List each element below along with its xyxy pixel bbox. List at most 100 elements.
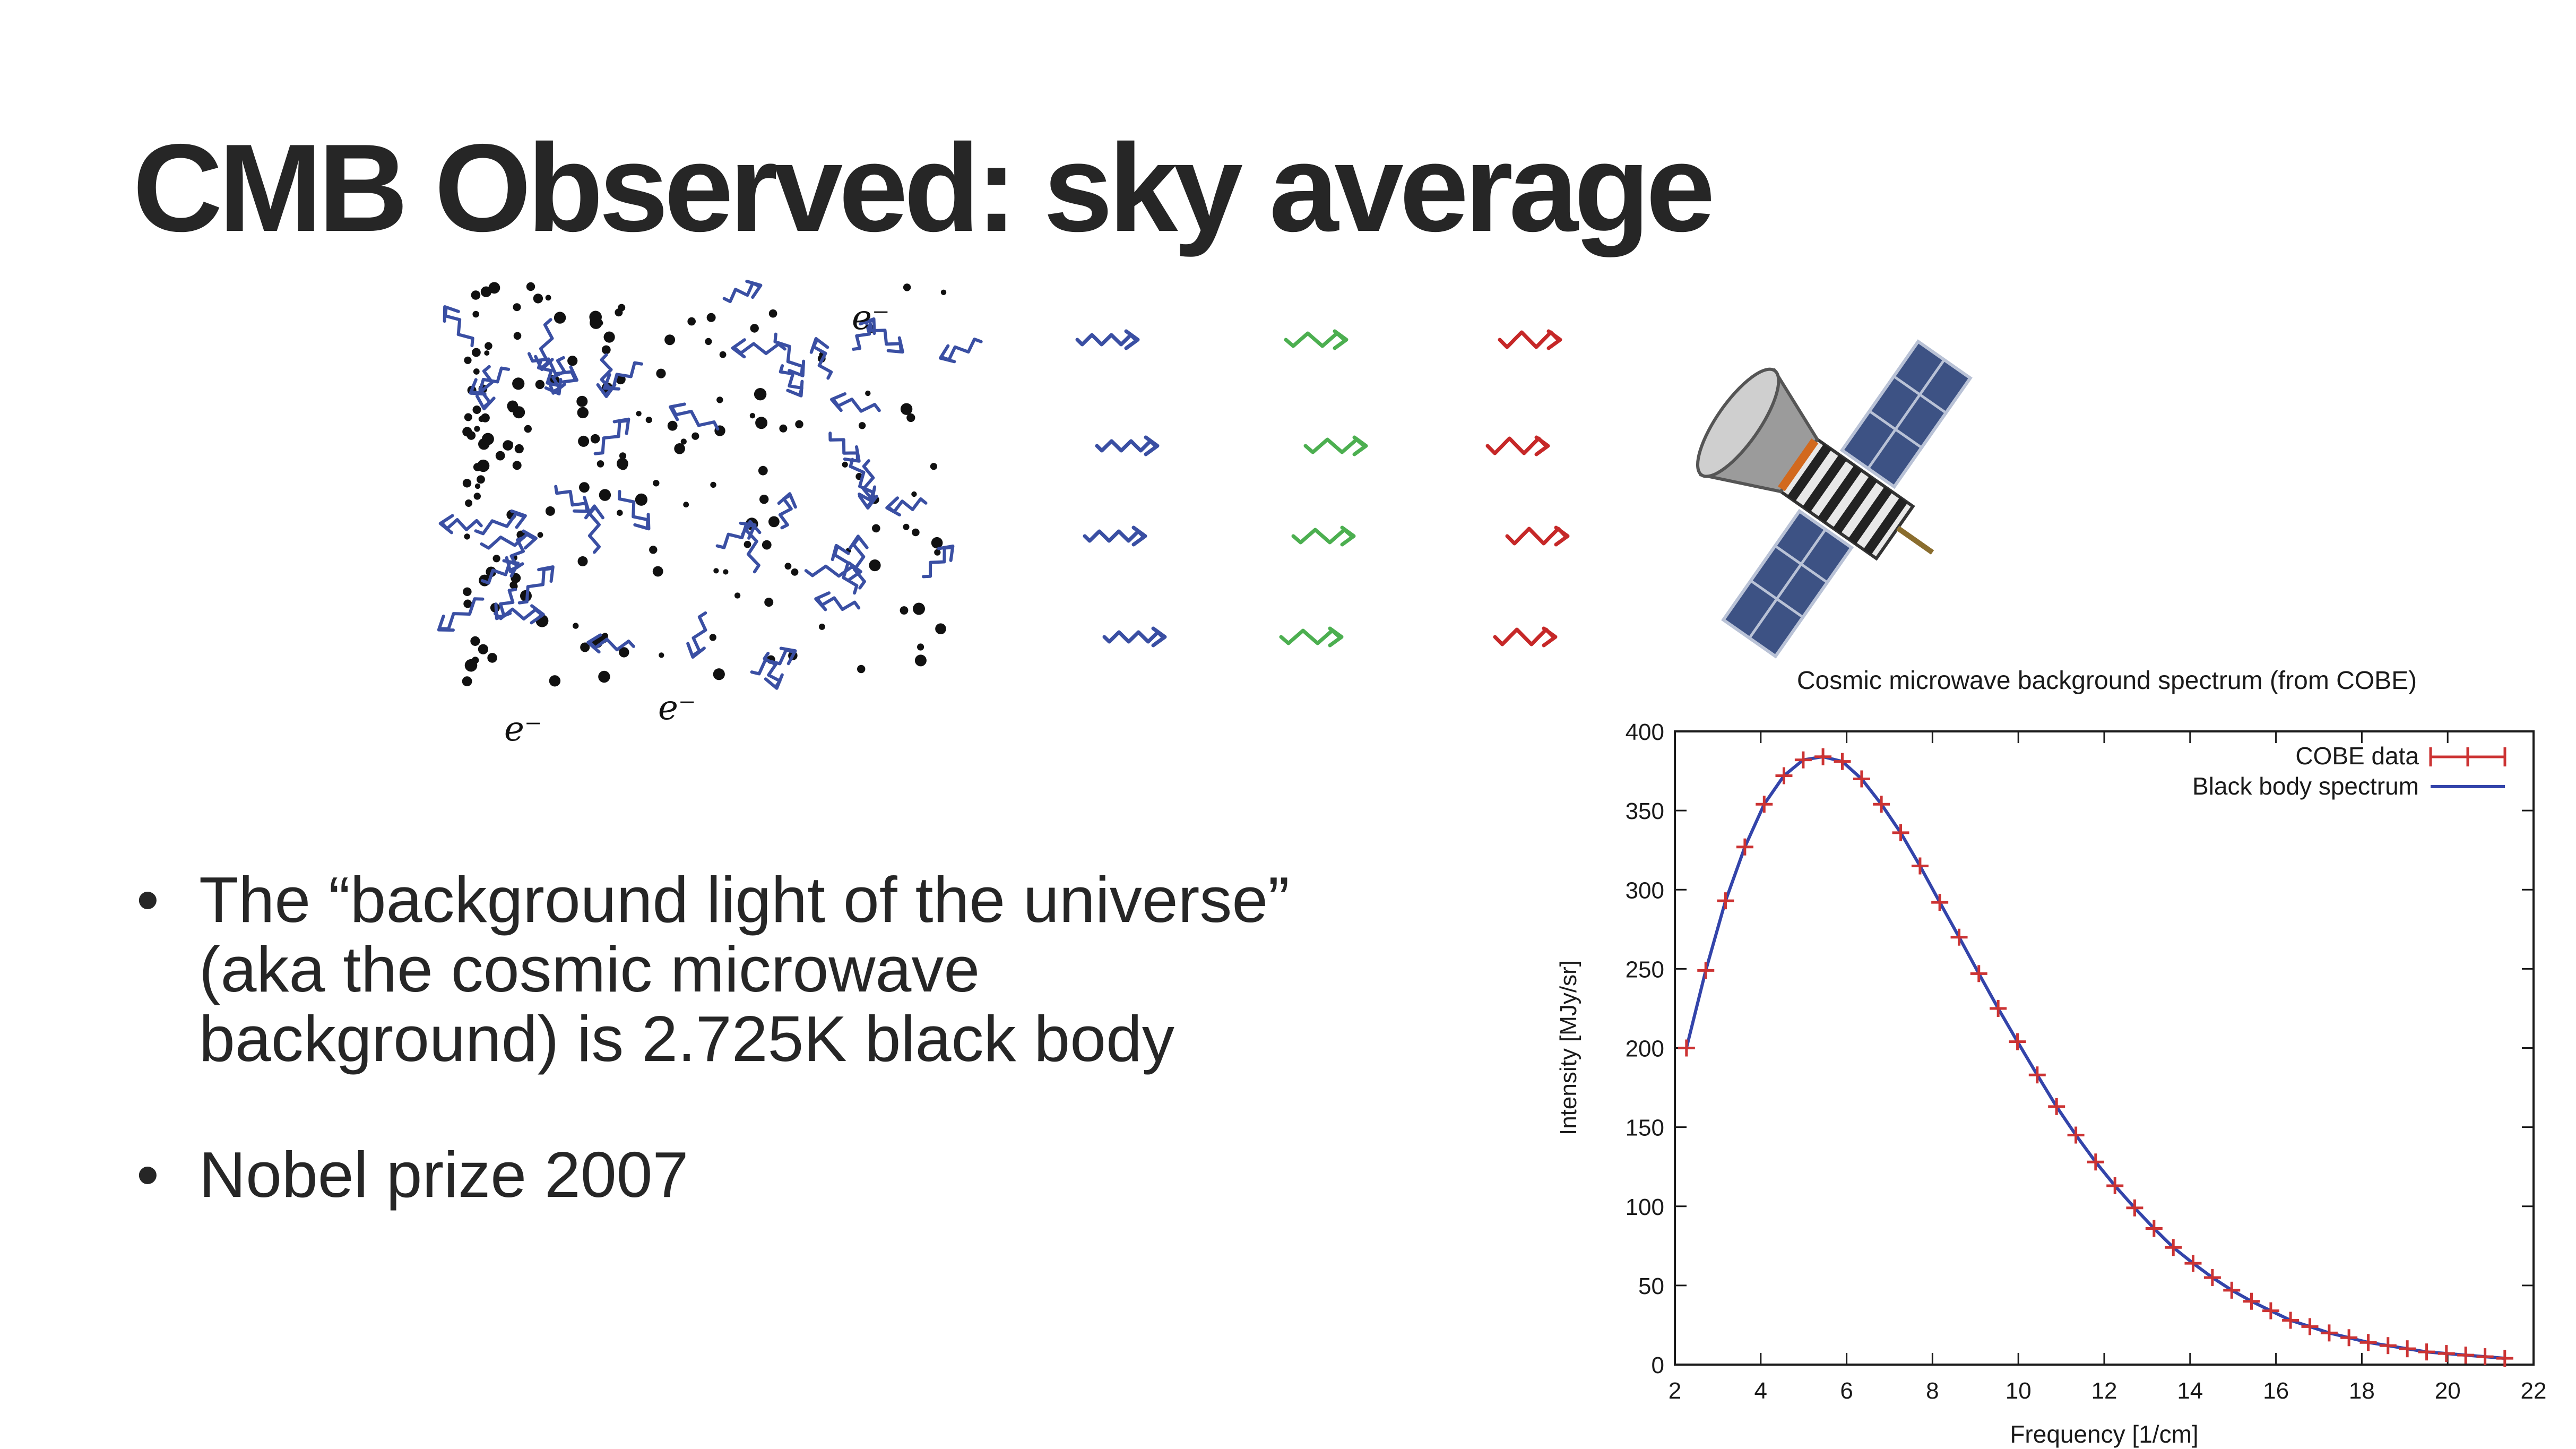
data-point — [1814, 748, 1832, 765]
legend-label: COBE data — [2295, 742, 2419, 770]
electron-dot — [473, 493, 481, 500]
data-point — [1736, 838, 1753, 856]
photon-squiggle — [804, 561, 862, 582]
photon-squiggle — [593, 417, 630, 455]
electron-dot — [784, 563, 792, 570]
data-point — [2301, 1318, 2319, 1335]
x-axis-ticks: 2 4 6 8 10 12 14 16 18 20 22 — [1669, 731, 2547, 1404]
cmb-spectrum-chart: Cosmic microwave background spectrum (fr… — [1555, 667, 2547, 1448]
photon-squiggle — [731, 338, 786, 359]
electron-dot — [590, 434, 600, 444]
electron-dot — [615, 308, 623, 317]
data-point — [1794, 751, 1812, 769]
electron-dot — [466, 431, 476, 440]
x-tick-label: 22 — [2521, 1378, 2547, 1404]
electron-dot — [913, 602, 925, 615]
data-point — [1970, 965, 1987, 982]
electron-dot — [734, 592, 741, 599]
data-point — [2262, 1302, 2279, 1319]
photon-squiggle — [443, 305, 474, 348]
electron-dot — [617, 510, 623, 516]
electron-dot — [470, 636, 480, 646]
electron-dot — [462, 676, 472, 686]
electron-dot — [512, 461, 522, 470]
photon-squiggle — [858, 459, 878, 510]
photon-squiggle — [828, 432, 861, 463]
data-point — [2379, 1337, 2397, 1355]
photon-squiggle — [586, 633, 635, 654]
x-tick-label: 20 — [2435, 1378, 2461, 1404]
electron-dot — [716, 396, 723, 403]
data-point — [2165, 1239, 2182, 1256]
data-point — [2418, 1343, 2435, 1361]
data-point — [1950, 928, 1968, 946]
electron-dot — [577, 407, 589, 419]
electron-dot — [487, 653, 497, 663]
data-point — [1678, 1039, 1695, 1057]
data-point — [2145, 1220, 2163, 1237]
photon-squiggle — [779, 364, 804, 398]
legend-marker-errorbar — [2429, 747, 2506, 766]
electron-dot — [713, 668, 725, 680]
electron-dot — [744, 540, 751, 548]
electron-dot — [474, 426, 480, 432]
electron-dot — [719, 351, 727, 358]
electron-dot — [906, 413, 915, 422]
electron-dot — [472, 657, 479, 664]
photon-squiggle — [686, 611, 707, 659]
y-tick-label: 350 — [1626, 798, 1664, 824]
scattered-photons — [437, 280, 983, 690]
electron-dot — [514, 444, 524, 454]
y-tick-label: 0 — [1652, 1352, 1664, 1378]
electron-dot — [750, 324, 759, 333]
electron-dot — [464, 356, 472, 364]
data-point — [2437, 1345, 2455, 1362]
electron-dot — [680, 438, 687, 445]
data-point — [2359, 1334, 2377, 1351]
data-point — [1990, 999, 2007, 1017]
electron-dot — [472, 348, 481, 357]
electron-dot — [754, 388, 767, 401]
photon-squiggle — [528, 352, 578, 384]
free-photons-green — [1279, 329, 1368, 648]
photon-squiggle — [750, 646, 797, 676]
data-point — [1853, 770, 1870, 788]
electron-dot — [664, 334, 676, 346]
electron-dot — [768, 309, 777, 318]
electron-dot — [533, 294, 543, 304]
electron-dot — [759, 495, 769, 504]
electron-dot — [480, 413, 490, 422]
electron-dot — [636, 411, 642, 417]
electron-dot — [485, 342, 492, 350]
electron-dot — [472, 406, 481, 414]
bullet-item: • The “background light of the universe”… — [130, 865, 1351, 1074]
x-tick-label: 12 — [2091, 1378, 2117, 1404]
data-point — [1873, 796, 1890, 813]
electron-dot — [903, 523, 910, 530]
electron-dot — [857, 665, 866, 674]
photon-squiggle — [584, 504, 604, 554]
electron-dot — [579, 482, 590, 493]
electron-dot — [858, 422, 866, 429]
black-body-curve — [1684, 755, 2505, 1360]
electron-label: e⁻ — [658, 688, 696, 728]
photon-squiggle — [741, 520, 762, 574]
electron-dot — [713, 568, 719, 574]
x-tick-label: 4 — [1754, 1378, 1767, 1404]
electron-dot — [795, 420, 803, 428]
electron-dot — [935, 623, 946, 634]
data-point — [2457, 1347, 2475, 1364]
photon-squiggle — [480, 529, 538, 550]
data-point — [2399, 1340, 2416, 1358]
data-point — [2282, 1312, 2300, 1329]
photon-squiggle — [777, 492, 797, 530]
electron-dot — [578, 435, 590, 447]
photon-squiggle — [617, 489, 651, 531]
electron-dot — [912, 528, 920, 537]
electron-label: e⁻ — [852, 298, 890, 338]
legend: COBE data Black body spectrum — [2192, 742, 2506, 800]
electron-dot — [683, 502, 689, 508]
electron-dot — [512, 377, 525, 390]
electron-dot — [474, 483, 481, 489]
electron-dot — [645, 417, 652, 424]
